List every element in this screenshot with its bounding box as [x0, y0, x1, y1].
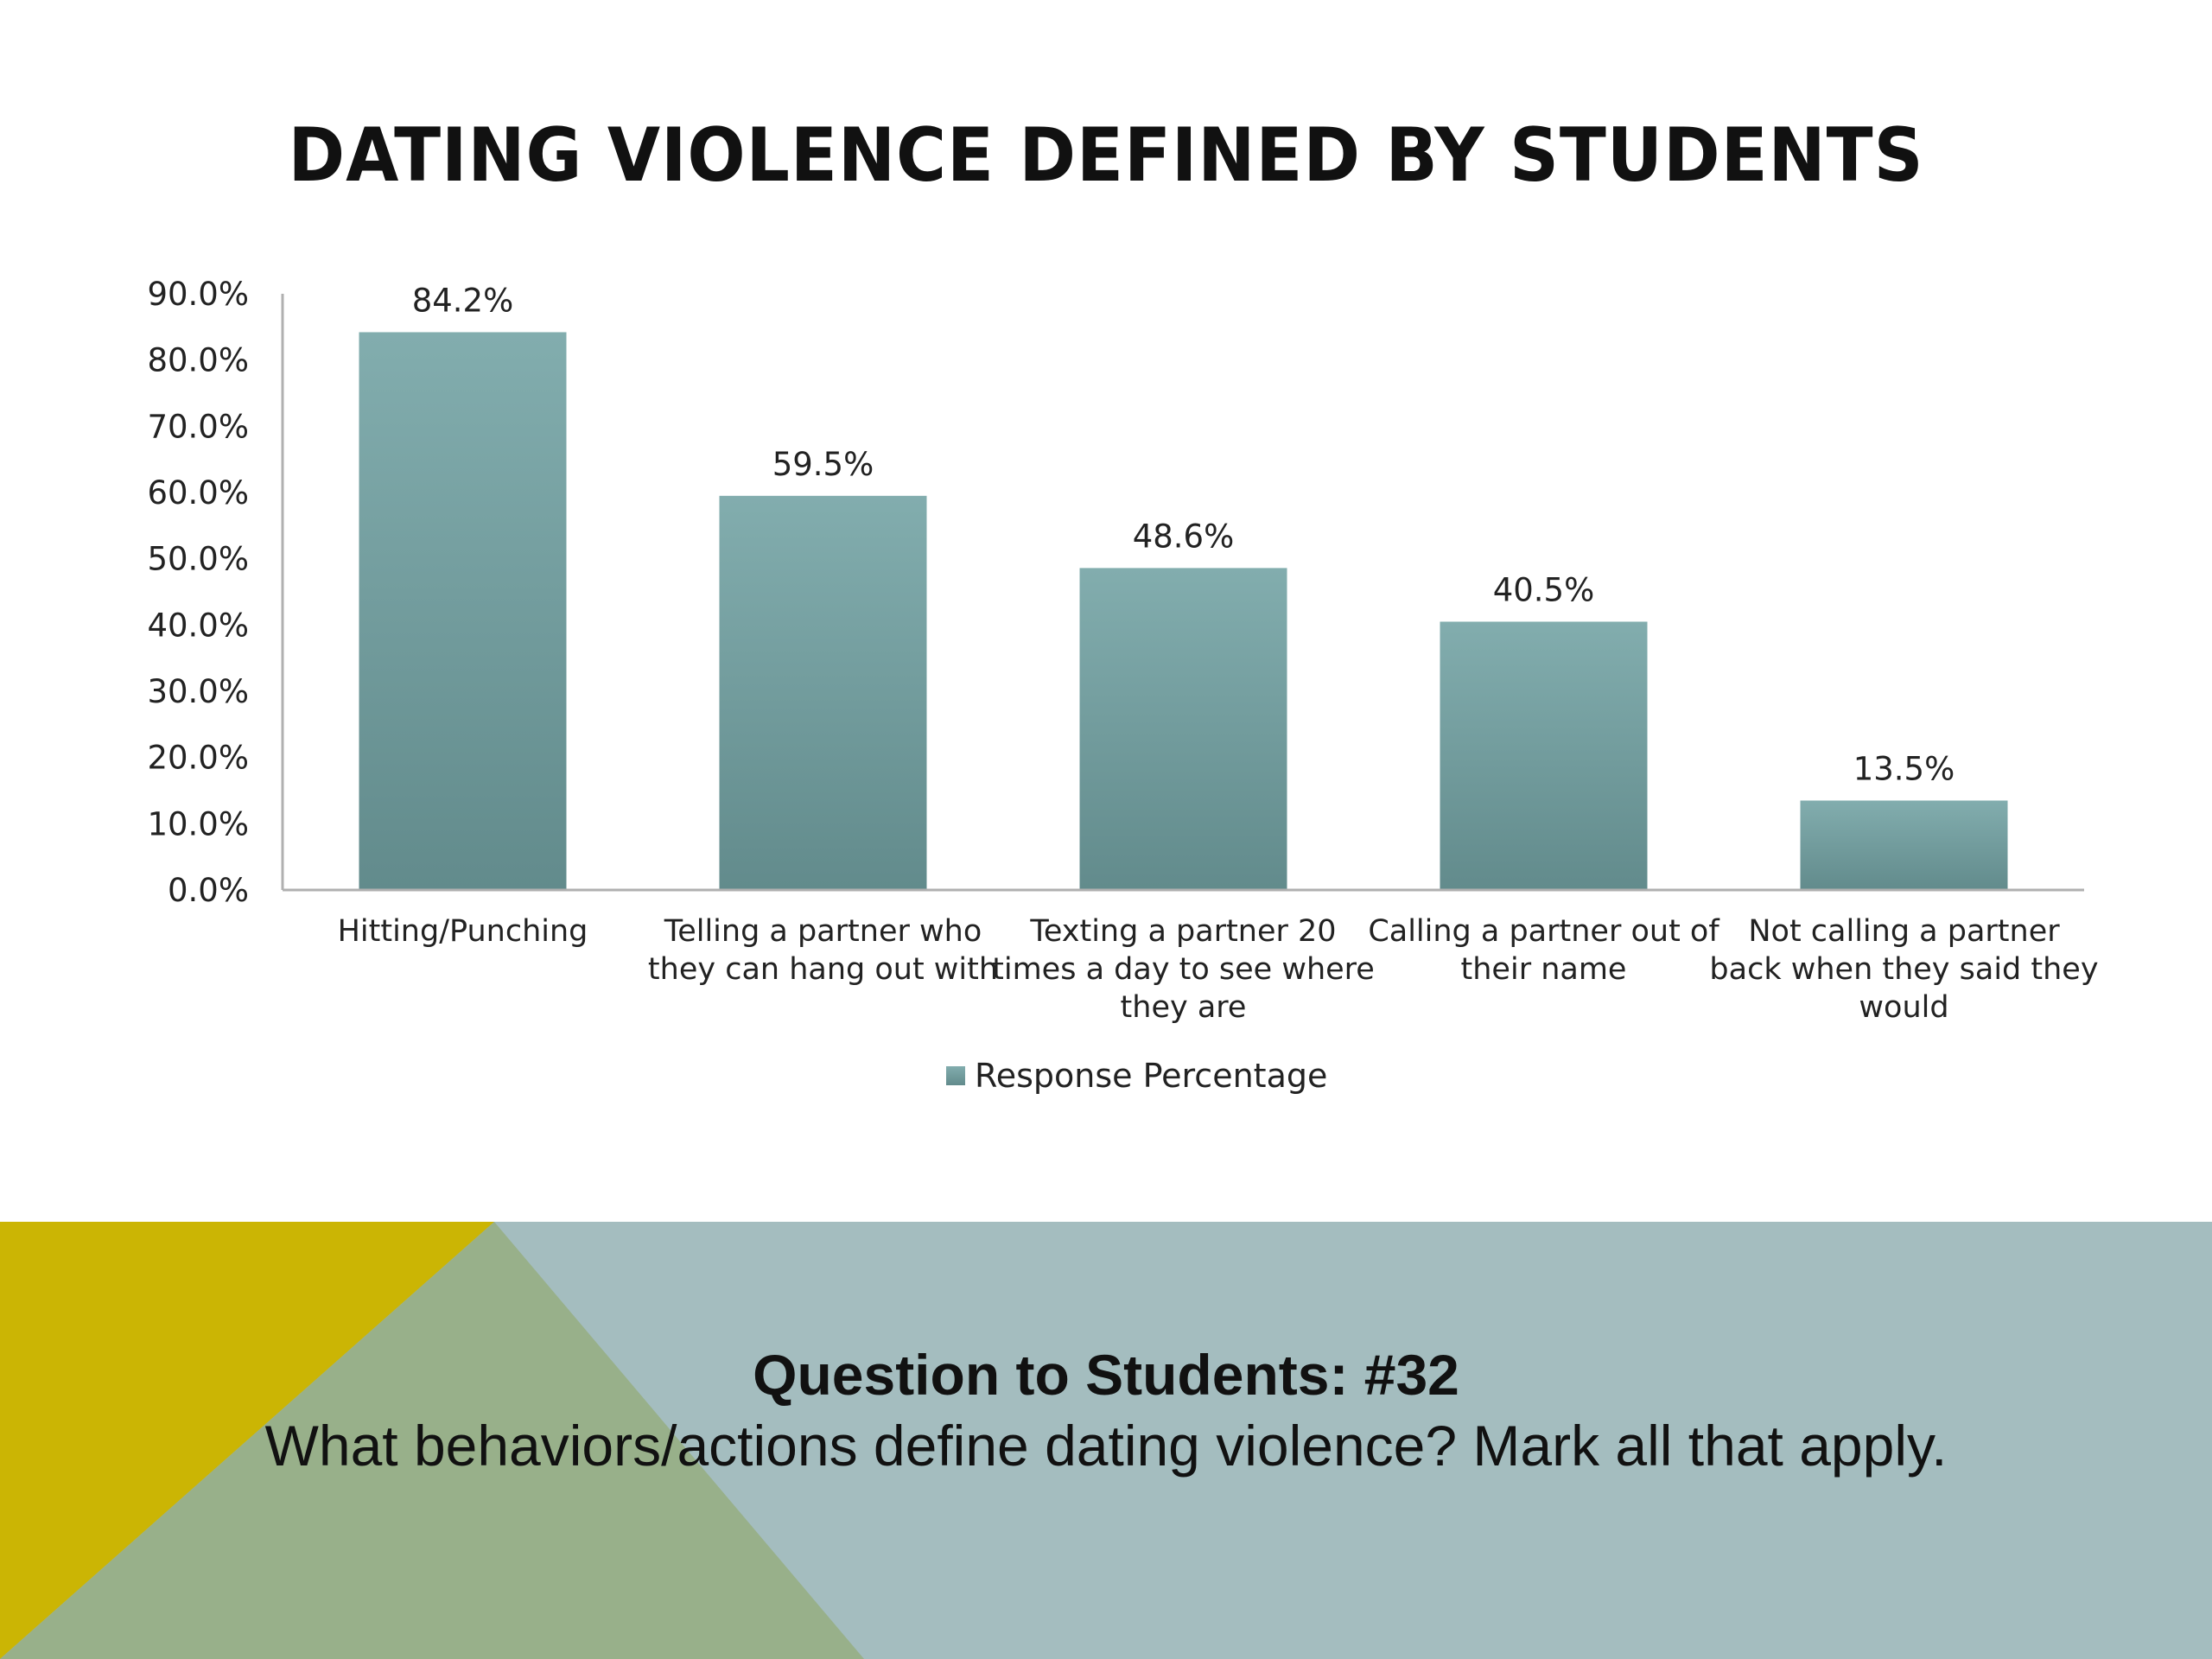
legend-label: Response Percentage — [975, 1057, 1327, 1095]
x-tick-label: Texting a partner 20 times a day to see w… — [992, 914, 1375, 1025]
y-tick-label: 0.0% — [168, 872, 249, 909]
bar-value-label: 48.6% — [1133, 518, 1235, 555]
bar-value-label: 59.5% — [772, 446, 874, 483]
y-tick-label: 10.0% — [147, 805, 249, 842]
y-tick-label: 20.0% — [147, 740, 249, 777]
y-tick-label: 30.0% — [147, 673, 249, 710]
x-tick-label: Not calling a partner back when they said… — [1709, 914, 2098, 1025]
y-tick-label: 40.0% — [147, 607, 249, 644]
bar — [359, 332, 567, 890]
legend-swatch — [946, 1066, 965, 1085]
question-text: What behaviors/actions define dating vio… — [264, 1414, 1948, 1478]
bar — [1079, 568, 1287, 890]
bar — [1800, 800, 2008, 890]
x-tick-label: Telling a partner who they can hang out w… — [648, 914, 998, 987]
slide-title: DATING VIOLENCE DEFINED BY STUDENTS — [288, 112, 1924, 199]
y-tick-label: 60.0% — [147, 474, 249, 512]
y-tick-label: 90.0% — [147, 276, 249, 313]
x-axis-labels: Hitting/Punching Telling a partner who the… — [338, 914, 2099, 1025]
bar-value-label: 13.5% — [1853, 751, 1955, 788]
bar — [1440, 621, 1648, 890]
bar-value-label: 84.2% — [412, 282, 514, 319]
legend: Response Percentage — [946, 1057, 1327, 1095]
y-tick-label: 80.0% — [147, 342, 249, 379]
data-labels: 84.2% 59.5% 48.6% 40.5% 13.5% — [412, 282, 1955, 787]
bar-value-label: 40.5% — [1493, 572, 1595, 609]
footer-band — [0, 1222, 2212, 1659]
y-axis-ticks: 90.0% 80.0% 70.0% 60.0% 50.0% 40.0% 30.0% 20.0%… — [147, 276, 249, 909]
bars — [359, 332, 2008, 890]
x-tick-label: Calling a partner out of their name — [1368, 914, 1719, 987]
question-title: Question to Students: #32 — [753, 1343, 1459, 1407]
y-tick-label: 50.0% — [147, 541, 249, 578]
question-block: Question to Students: #32 What behaviors… — [0, 1339, 2212, 1481]
bar — [719, 495, 927, 890]
x-tick-label: Hitting/Punching — [338, 914, 588, 949]
y-tick-label: 70.0% — [147, 408, 249, 445]
